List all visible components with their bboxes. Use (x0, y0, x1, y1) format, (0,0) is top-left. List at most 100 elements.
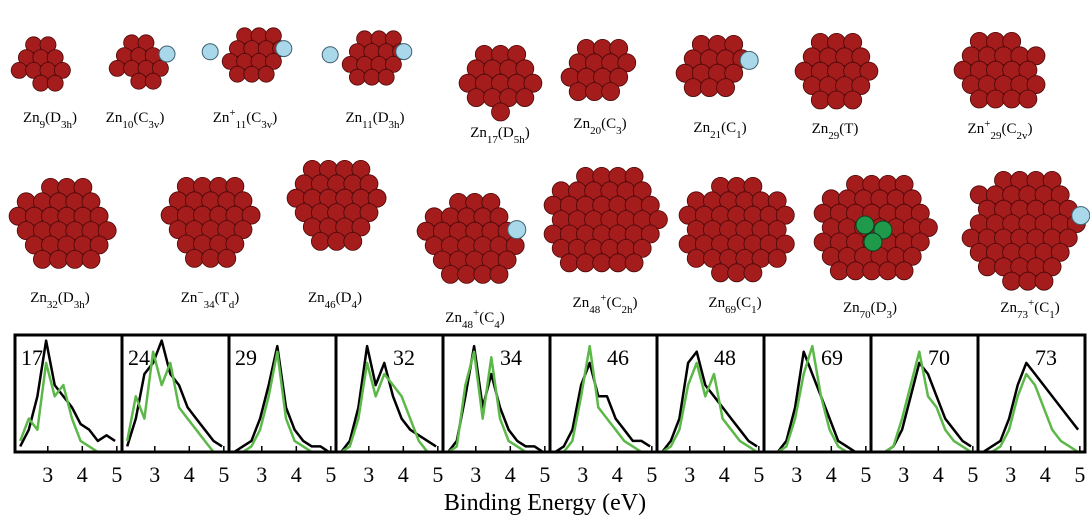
panel-frame (764, 335, 871, 452)
atom (378, 69, 394, 85)
structure-label: Zn73+(C1) (1000, 297, 1059, 321)
label-part: 34 (204, 299, 216, 311)
figure: Binding Energy (eV) Zn9(D3h)Zn10(C3v)Zn+… (0, 0, 1090, 527)
dopant-atom (856, 216, 874, 234)
x-tick-label: 4 (612, 462, 623, 487)
atom (712, 264, 730, 282)
atom (474, 265, 492, 283)
paren: ) (500, 310, 505, 326)
atom (970, 90, 988, 108)
cluster-structure (322, 31, 412, 85)
x-tick-label: 4 (826, 462, 837, 487)
x-tick-label: 5 (218, 462, 229, 487)
spectrum-line (983, 363, 1078, 452)
label-part: Zn (213, 110, 230, 126)
atom (467, 89, 485, 107)
atom (490, 265, 508, 283)
atom (847, 262, 865, 280)
atom (602, 83, 620, 101)
atom (768, 249, 786, 267)
paren: ) (1055, 300, 1060, 316)
paren: ) (525, 125, 530, 141)
structure-label: Zn48+(C2h) (573, 292, 638, 316)
atom (700, 79, 718, 97)
cluster-structure (109, 35, 175, 89)
structure-label: Zn32(D3h) (30, 290, 90, 311)
atom (492, 103, 510, 121)
x-tick-label: 5 (325, 462, 336, 487)
atom (364, 69, 380, 85)
cluster-structure (795, 33, 878, 109)
atom (258, 66, 274, 82)
atom (1003, 272, 1021, 290)
x-tick-label: 3 (791, 462, 802, 487)
x-tick-label: 4 (933, 462, 944, 487)
x-tick-label: 4 (77, 462, 88, 487)
atom (684, 79, 702, 97)
label-part: D (341, 290, 352, 306)
x-tick-label: 3 (42, 462, 53, 487)
structure-label: Zn69(C1) (708, 295, 761, 316)
atom (593, 254, 611, 272)
label-part: 2h (621, 304, 633, 316)
x-axis-label: Binding Energy (eV) (444, 490, 646, 516)
atom (1003, 90, 1021, 108)
atom (585, 83, 603, 101)
atom (1019, 272, 1037, 290)
label-part: 11 (236, 119, 247, 131)
label-part: 32 (47, 299, 58, 311)
atom (811, 91, 829, 109)
label-part: C (1006, 121, 1016, 137)
x-tick-label: 5 (1074, 462, 1085, 487)
atom (349, 69, 365, 85)
label-part: Zn (968, 121, 985, 137)
label-part: Zn (843, 300, 860, 316)
atom (987, 90, 1005, 108)
label-part: + (984, 118, 990, 130)
x-tick-label: 5 (111, 462, 122, 487)
x-tick-label: 4 (505, 462, 516, 487)
spectrum-line (448, 352, 543, 452)
label-part: + (229, 107, 235, 119)
label-part: Zn (812, 121, 829, 137)
atom (879, 262, 897, 280)
structure-label: Zn29(T) (812, 121, 859, 142)
label-part: C (606, 116, 616, 132)
label-part: 29 (990, 130, 1002, 142)
panel-frame (550, 335, 657, 452)
label-part: C (611, 295, 621, 311)
atom (1035, 272, 1053, 290)
label-part: 5h (514, 134, 526, 146)
label-part: C (726, 120, 736, 136)
label-part: 3v (261, 119, 273, 131)
label-part: T (844, 121, 853, 137)
paren: ) (272, 110, 277, 126)
atom (744, 264, 762, 282)
atom (828, 91, 846, 109)
label-part: C (138, 110, 148, 126)
panel-label: 17 (21, 345, 43, 370)
atom (1019, 90, 1037, 108)
atom (441, 265, 459, 283)
cluster-structure (561, 39, 636, 100)
panel-label: 29 (235, 345, 257, 370)
label-part: 17 (487, 134, 499, 146)
atom (33, 75, 49, 91)
atom (229, 66, 245, 82)
label-part: 69 (725, 304, 737, 316)
atom (11, 62, 27, 78)
cluster-structure (202, 28, 292, 82)
panel-label: 48 (714, 345, 736, 370)
atom (145, 73, 161, 89)
x-tick-label: 3 (363, 462, 374, 487)
structure-label: Zn48+(C4) (445, 307, 504, 331)
adatom (740, 51, 758, 69)
x-tick-label: 3 (684, 462, 695, 487)
label-part: Zn (1000, 300, 1017, 316)
x-tick-label: 4 (719, 462, 730, 487)
paren: ) (757, 295, 762, 311)
structure-label: Zn11(D3h) (345, 110, 404, 131)
atom (218, 249, 236, 267)
atom (577, 254, 595, 272)
atom (328, 232, 346, 250)
